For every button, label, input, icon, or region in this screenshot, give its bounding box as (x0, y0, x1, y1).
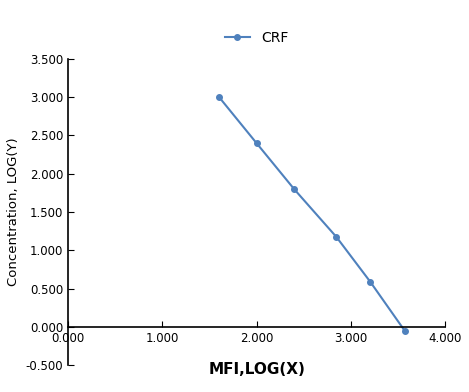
CRF (367, 279, 373, 284)
Line: CRF: CRF (216, 94, 408, 334)
Y-axis label: Concentration, LOG(Y): Concentration, LOG(Y) (7, 138, 20, 287)
CRF (254, 141, 259, 146)
CRF (402, 328, 408, 333)
X-axis label: MFI,LOG(X): MFI,LOG(X) (208, 362, 305, 377)
CRF (291, 187, 297, 192)
Legend: CRF: CRF (219, 26, 294, 51)
CRF (333, 234, 339, 239)
CRF (216, 95, 222, 100)
